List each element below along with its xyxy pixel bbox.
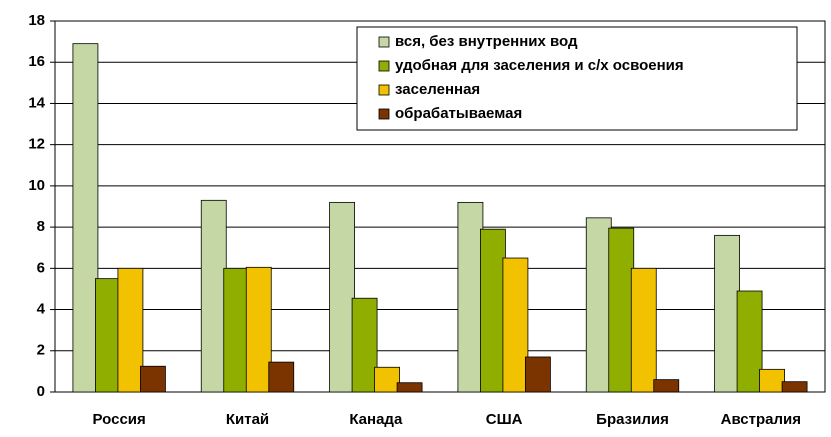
bar [223, 267, 250, 393]
x-tick-label: Австралия [721, 411, 801, 428]
y-tick-label: 6 [37, 259, 45, 276]
bar [736, 290, 763, 393]
x-tick-label: Россия [93, 411, 146, 428]
bar [781, 381, 808, 393]
bar [630, 267, 657, 393]
y-tick-label: 0 [37, 383, 45, 400]
legend-swatch [378, 60, 390, 72]
bar [502, 257, 529, 393]
legend-swatch [378, 36, 390, 48]
bar [95, 278, 121, 393]
legend-label: обрабатываемая [395, 105, 522, 122]
bar [200, 199, 227, 393]
bar [72, 43, 99, 393]
legend-swatch [378, 108, 390, 120]
legend-label: заселенная [395, 81, 480, 98]
bar [351, 297, 378, 393]
y-tick-label: 18 [28, 12, 45, 29]
bar [329, 201, 355, 393]
y-tick-label: 8 [37, 218, 45, 235]
bar [480, 228, 506, 393]
bar [585, 217, 612, 393]
bar [374, 366, 400, 393]
bar [245, 266, 272, 393]
y-tick-label: 10 [28, 177, 45, 194]
y-tick-label: 14 [28, 94, 45, 111]
y-tick-label: 4 [37, 301, 46, 318]
bar [759, 368, 785, 393]
x-tick-label: США [486, 411, 523, 428]
bar [653, 379, 680, 393]
legend-box [356, 26, 798, 131]
bar [457, 201, 484, 393]
plot-border [54, 20, 826, 393]
bar [608, 227, 635, 393]
legend-label: вся, без внутренних вод [395, 33, 578, 50]
bar [140, 365, 166, 393]
bar [525, 356, 551, 393]
bar [268, 361, 295, 393]
y-tick-label: 16 [28, 53, 45, 70]
x-tick-label: Канада [349, 411, 403, 428]
x-tick-label: Бразилия [596, 411, 669, 428]
bar [714, 234, 740, 393]
bar [117, 267, 144, 393]
x-tick-label: Китай [226, 411, 269, 428]
bar [396, 382, 423, 393]
legend-label: удобная для заселения и с/х освоения [395, 57, 684, 74]
y-tick-label: 2 [37, 342, 45, 359]
y-tick-label: 12 [28, 136, 45, 153]
legend-swatch [378, 84, 390, 96]
